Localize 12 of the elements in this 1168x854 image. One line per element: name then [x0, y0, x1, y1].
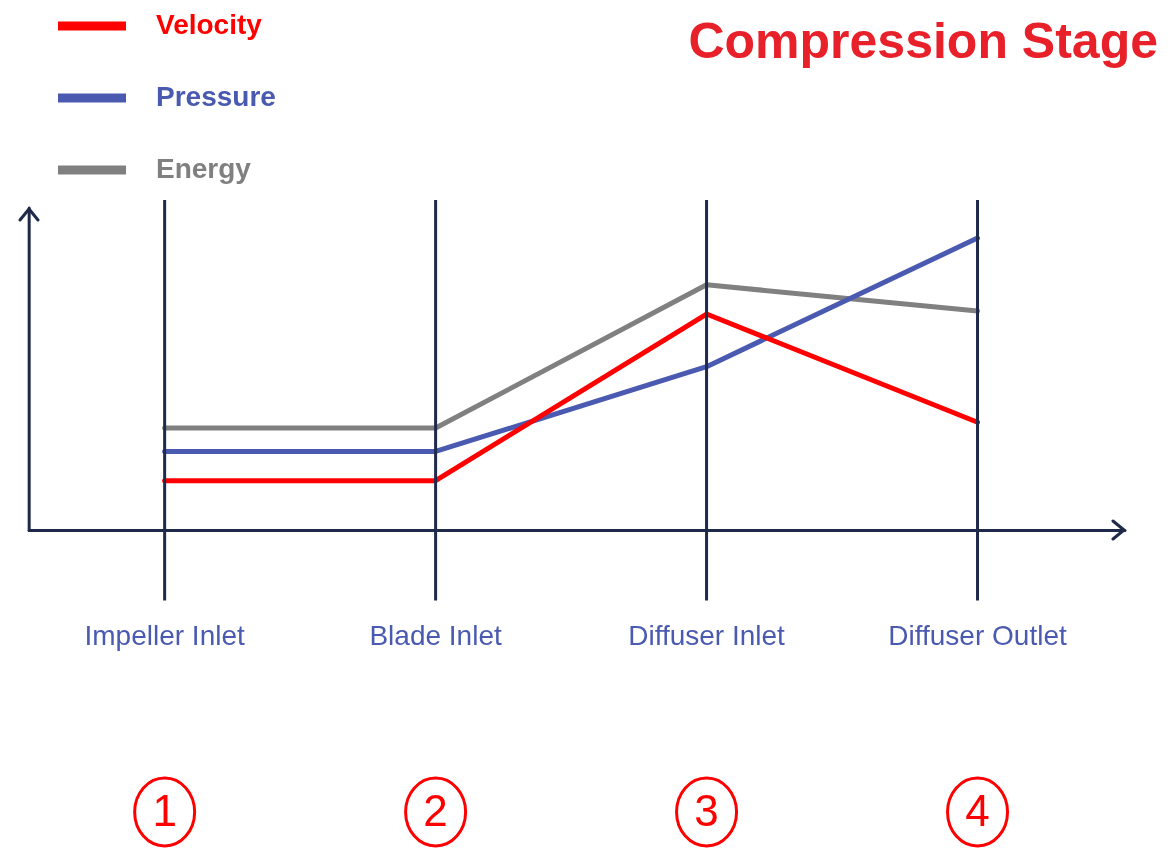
- legend-label: Energy: [156, 152, 252, 184]
- text: 1: [152, 786, 177, 836]
- legend-label: Pressure: [156, 80, 276, 112]
- chart-title: Compression Stage: [688, 12, 1158, 69]
- x-tick-label: Diffuser Outlet: [888, 619, 1067, 651]
- x-tick-label: Impeller Inlet: [84, 619, 246, 651]
- text: 3: [694, 786, 719, 836]
- legend-label: Velocity: [156, 8, 263, 40]
- text: 4: [965, 786, 990, 836]
- x-tick-label: Blade Inlet: [369, 619, 502, 651]
- text: 2: [423, 786, 448, 836]
- x-tick-label: Diffuser Inlet: [628, 619, 786, 651]
